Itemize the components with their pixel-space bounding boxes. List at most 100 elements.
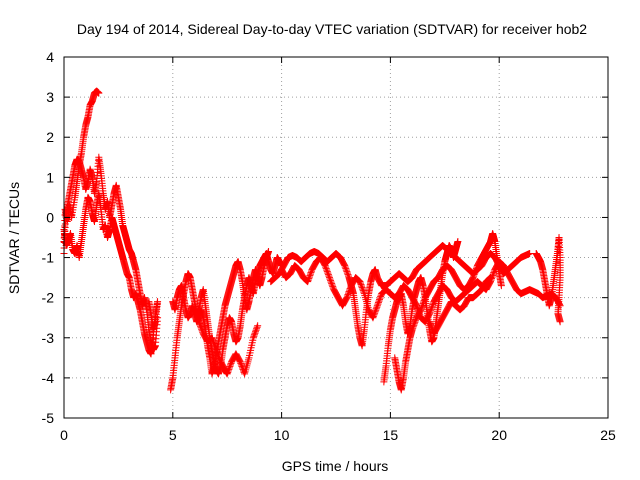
plus-marker	[427, 307, 435, 315]
plus-marker	[429, 301, 437, 309]
plus-marker	[369, 314, 377, 322]
plus-marker	[225, 364, 233, 372]
plus-marker	[326, 275, 334, 283]
plus-marker	[327, 277, 335, 285]
plus-marker	[95, 89, 103, 97]
plus-marker	[374, 299, 382, 307]
chart-title: Day 194 of 2014, Sidereal Day-to-day VTE…	[77, 21, 587, 37]
plus-marker	[213, 349, 221, 357]
plus-marker	[328, 281, 336, 289]
plus-marker	[237, 361, 245, 369]
series-track-6	[191, 306, 262, 378]
plus-marker	[377, 293, 385, 301]
data-points	[60, 87, 564, 394]
plus-marker	[306, 270, 314, 278]
plus-marker	[194, 315, 202, 323]
plus-marker	[343, 268, 351, 276]
plus-marker	[376, 294, 384, 302]
plus-marker	[341, 263, 349, 271]
plus-marker	[370, 312, 378, 320]
plus-marker	[214, 350, 222, 358]
plus-marker	[226, 362, 234, 370]
plus-marker	[305, 273, 313, 281]
plus-marker	[236, 358, 244, 366]
plus-marker	[346, 286, 354, 294]
y-tick-label: -1	[42, 250, 55, 266]
y-tick-label: 4	[46, 49, 54, 65]
plus-marker	[224, 368, 232, 376]
plus-marker	[224, 367, 232, 375]
plus-marker	[304, 278, 312, 286]
plus-marker	[306, 272, 314, 280]
plus-marker	[195, 319, 203, 327]
plus-marker	[428, 302, 436, 310]
plus-marker	[370, 311, 378, 319]
plus-marker	[213, 347, 221, 355]
plus-marker	[192, 309, 200, 317]
plus-marker	[250, 332, 258, 340]
plus-marker	[192, 310, 200, 318]
plus-marker	[374, 300, 382, 308]
plus-marker	[373, 303, 381, 311]
plus-marker	[329, 283, 337, 291]
plus-marker	[356, 278, 364, 286]
plus-marker	[193, 312, 201, 320]
plus-marker	[490, 269, 498, 277]
plus-marker	[191, 306, 199, 314]
plus-marker	[344, 271, 352, 279]
plus-marker	[254, 322, 262, 330]
plus-marker	[307, 269, 315, 277]
plus-marker	[305, 275, 313, 283]
plus-marker	[253, 323, 261, 331]
plus-marker	[253, 325, 261, 333]
plus-marker	[265, 248, 273, 256]
plus-marker	[324, 269, 332, 277]
plus-marker	[376, 296, 384, 304]
plus-marker	[225, 365, 233, 373]
plus-marker	[342, 266, 350, 274]
plus-marker	[238, 362, 246, 370]
plus-marker	[328, 280, 336, 288]
plus-marker	[197, 322, 205, 330]
y-tick-label: 2	[46, 129, 54, 145]
plus-marker	[210, 340, 218, 348]
x-tick-label: 10	[274, 427, 290, 443]
plus-marker	[324, 271, 332, 279]
plus-marker	[346, 285, 354, 293]
plus-marker	[250, 331, 258, 339]
plus-marker	[197, 324, 205, 332]
plus-marker	[357, 281, 365, 289]
plus-marker	[237, 359, 245, 367]
plus-marker	[371, 308, 379, 316]
plus-marker	[372, 305, 380, 313]
plus-marker	[358, 282, 366, 290]
plus-marker	[343, 292, 351, 300]
plus-marker	[304, 276, 312, 284]
plus-marker	[145, 298, 153, 306]
plus-marker	[345, 289, 353, 297]
plus-marker	[345, 288, 353, 296]
plus-marker	[191, 307, 199, 315]
plus-marker	[489, 270, 497, 278]
plus-marker	[321, 262, 329, 270]
plus-marker	[322, 265, 330, 273]
x-axis-label: GPS time / hours	[282, 458, 389, 474]
x-tick-label: 5	[169, 427, 177, 443]
plus-marker	[198, 325, 206, 333]
series-track-5	[169, 248, 273, 378]
plus-marker	[322, 263, 330, 271]
y-axis-label: SDTVAR / TECUs	[6, 182, 22, 294]
plus-marker	[251, 328, 259, 336]
plus-marker	[196, 321, 204, 329]
plus-marker	[360, 288, 368, 296]
x-tick-label: 25	[600, 427, 616, 443]
plus-marker	[251, 329, 259, 337]
plus-marker	[249, 334, 257, 342]
plus-marker	[226, 361, 234, 369]
plus-marker	[216, 355, 224, 363]
plus-marker	[375, 297, 383, 305]
plus-marker	[223, 370, 231, 378]
y-tick-label: 1	[46, 169, 54, 185]
plus-marker	[194, 316, 202, 324]
